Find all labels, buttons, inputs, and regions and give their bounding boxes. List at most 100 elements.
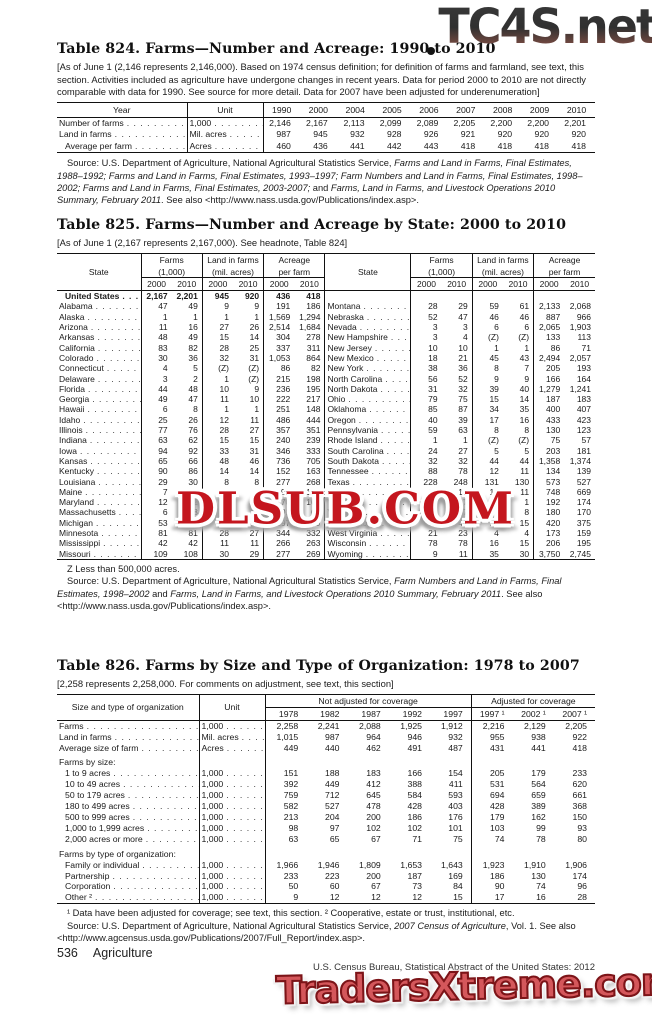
value-cell: 712 bbox=[325, 790, 340, 801]
cell bbox=[306, 845, 347, 860]
page-content: Table 824. Farms—Number and Acreage: 199… bbox=[57, 0, 595, 944]
value-cell: 1,241 bbox=[569, 383, 591, 394]
state-cell: Alabama bbox=[57, 301, 141, 311]
year-header: 2000 bbox=[263, 277, 295, 292]
dot-leader bbox=[366, 538, 410, 548]
value-cell: 76 bbox=[188, 425, 198, 436]
label-text: 180 to 499 acres bbox=[65, 801, 130, 812]
value-cell: 32 bbox=[410, 455, 442, 467]
value-cell: 2,205 bbox=[565, 720, 587, 731]
state-cell: Connecticut bbox=[57, 363, 141, 373]
source-text: and bbox=[312, 182, 331, 193]
value-cell: 2,099 bbox=[379, 117, 402, 128]
state-cell: United States bbox=[57, 291, 141, 302]
value-cell: 2 bbox=[193, 373, 198, 384]
state-cell: Delaware bbox=[57, 374, 141, 384]
value-cell: 945 bbox=[201, 290, 233, 302]
table-row: Average per farm Acres 460 436 441 442 443 418 4… bbox=[57, 140, 595, 153]
value-cell: 8 bbox=[524, 507, 530, 518]
state-cell: Tennessee bbox=[324, 466, 411, 477]
value-cell: 573 bbox=[533, 476, 565, 487]
dot-leader bbox=[95, 374, 141, 384]
value-cell bbox=[533, 290, 565, 302]
value-cell: 150 bbox=[572, 812, 588, 823]
value-cell: 2,745 bbox=[569, 548, 591, 559]
value-cell: 32 bbox=[201, 352, 233, 364]
state-cell: Michigan bbox=[57, 518, 141, 528]
value-cell: 1 bbox=[201, 486, 233, 498]
row-label: Family or individual bbox=[57, 860, 199, 871]
table-row: Minnesota81812827344332West Virginia2123… bbox=[57, 527, 595, 539]
value-cell: 39 bbox=[471, 383, 503, 395]
value-cell: 1 bbox=[193, 311, 198, 322]
value-cell: 174 bbox=[572, 870, 588, 881]
value-cell: 2,258 bbox=[264, 720, 307, 732]
value-cell: 14 bbox=[519, 394, 530, 405]
dot-leader bbox=[378, 384, 411, 394]
label-text: Hawaii bbox=[59, 404, 85, 415]
label-text: 1,000 bbox=[201, 801, 224, 812]
value-cell: 440 bbox=[325, 742, 340, 753]
dot-leader bbox=[384, 446, 411, 456]
dot-leader bbox=[112, 129, 187, 141]
value-cell: 920 bbox=[571, 129, 587, 140]
value-cell: 130 bbox=[533, 425, 565, 436]
unit-cell: 1,000 bbox=[198, 892, 265, 904]
value-cell: 449 bbox=[325, 779, 340, 790]
value-cell: 987 bbox=[325, 731, 340, 742]
value-cell: 436 bbox=[313, 140, 328, 151]
value-cell: 1 bbox=[254, 311, 260, 322]
dot-leader bbox=[378, 435, 411, 445]
value-cell: 49 bbox=[140, 394, 172, 405]
unit-cell: 1,000 bbox=[198, 812, 265, 823]
value-cell: 148 bbox=[306, 404, 321, 415]
dot-leader bbox=[100, 538, 140, 548]
value-cell: 21 bbox=[458, 352, 468, 363]
source-publication-title: Farms, Land in Farms, and Livestock Oper… bbox=[170, 588, 502, 599]
state-cell: Illinois bbox=[57, 425, 141, 435]
value-cell: 411 bbox=[448, 779, 463, 790]
value-cell: 428 bbox=[407, 801, 423, 812]
row-label: Corporation bbox=[57, 881, 199, 892]
value-cell: 17 bbox=[458, 486, 468, 497]
value-cell: 87 bbox=[458, 404, 468, 415]
value-cell: 9 bbox=[410, 548, 442, 560]
value-cell: 44 bbox=[140, 383, 172, 395]
value-cell: 29 bbox=[458, 301, 468, 312]
value-cell: 431 bbox=[470, 742, 513, 754]
value-cell: 7 bbox=[140, 486, 172, 498]
value-cell: 195 bbox=[576, 538, 591, 549]
sub-section-label: Farms by size: bbox=[57, 753, 199, 768]
value-cell: 1,925 bbox=[400, 720, 422, 731]
value-cell: 180 bbox=[533, 507, 565, 518]
value-cell: 44 bbox=[471, 455, 503, 467]
value-cell: 233 bbox=[264, 870, 307, 882]
state-cell: Missouri bbox=[57, 549, 141, 560]
value-cell: 169 bbox=[448, 870, 463, 881]
value-cell: 268 bbox=[306, 476, 321, 487]
value-cell: 47 bbox=[140, 301, 172, 312]
table-row: Maryland121222170163Vermont7711192174 bbox=[57, 497, 595, 508]
dot-leader bbox=[130, 801, 199, 812]
value-cell: 3,750 bbox=[533, 548, 565, 560]
dot-leader bbox=[227, 129, 263, 141]
state-cell: North Dakota bbox=[324, 383, 411, 395]
year-header: 2000 bbox=[533, 277, 565, 292]
state-cell: Rhode Island bbox=[324, 435, 411, 446]
value-cell: 39 bbox=[458, 414, 468, 425]
dot-leader bbox=[93, 518, 140, 528]
label-text: 2,000 acres or more bbox=[65, 833, 143, 844]
label-text: Texas bbox=[327, 476, 350, 487]
value-cell: 86 bbox=[533, 342, 565, 353]
dot-leader bbox=[223, 801, 264, 812]
value-cell: 42 bbox=[140, 538, 172, 549]
label-text: Nebraska bbox=[327, 311, 364, 322]
label-text: Corporation bbox=[65, 881, 111, 892]
value-cell: 28 bbox=[201, 342, 233, 353]
dot-leader bbox=[139, 860, 198, 871]
dot-leader bbox=[364, 312, 411, 322]
label-text: Louisiana bbox=[59, 476, 96, 487]
dot-leader bbox=[95, 477, 140, 487]
value-cell: 10 bbox=[410, 342, 442, 353]
